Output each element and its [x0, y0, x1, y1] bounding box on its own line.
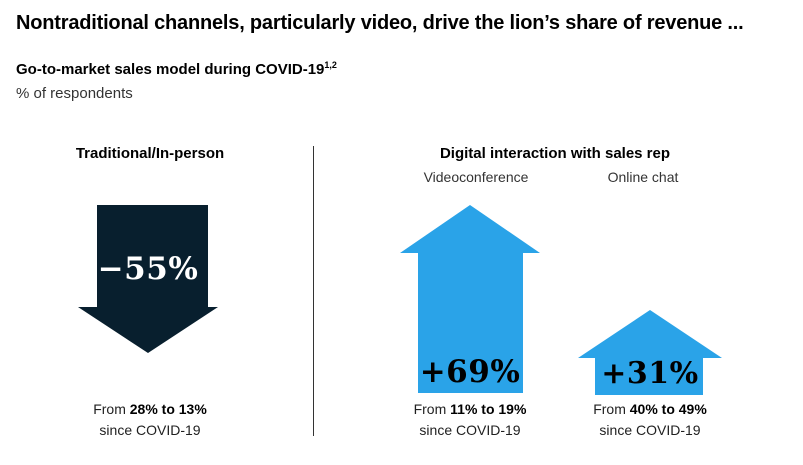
caption-videoconference: From 11% to 19% since COVID-19 — [370, 399, 570, 441]
caption-range-bold: 28% to 13% — [129, 401, 207, 417]
up-arrow-online-chat-shape — [578, 310, 722, 395]
value-label-online-chat: +31% — [601, 356, 699, 391]
caption-online-chat: From 40% to 49% since COVID-19 — [550, 399, 750, 441]
column-label-videoconference: Videoconference — [423, 169, 529, 185]
caption-prefix: From — [593, 401, 626, 417]
caption-range-bold: 11% to 19% — [450, 401, 527, 417]
up-arrow-videoconference-shape — [400, 205, 540, 393]
caption-since: since COVID-19 — [599, 422, 701, 438]
caption-prefix: From — [93, 401, 126, 417]
section-header-digital: Digital interaction with sales rep — [439, 145, 671, 162]
caption-prefix: From — [413, 401, 447, 417]
up-arrow-videoconference — [400, 205, 540, 393]
section-header-traditional: Traditional/In-person — [75, 145, 225, 162]
down-arrow-traditional — [78, 205, 218, 353]
value-label-traditional: −55% — [97, 251, 199, 287]
chart-subtitle-text: Go-to-market sales model during COVID-19 — [16, 61, 325, 78]
section-divider — [313, 146, 314, 436]
footnote-marker: 1,2 — [324, 60, 337, 70]
value-label-videoconference: +69% — [419, 354, 521, 390]
unit-label: % of respondents — [16, 85, 133, 102]
caption-traditional: From 28% to 13% since COVID-19 — [40, 399, 260, 441]
caption-range: From 28% to 13% — [40, 399, 260, 420]
column-label-online-chat: Online chat — [607, 169, 679, 185]
chart-subtitle: Go-to-market sales model during COVID-19… — [16, 60, 616, 78]
caption-range: From 11% to 19% — [370, 399, 570, 420]
caption-range: From 40% to 49% — [550, 399, 750, 420]
caption-since: since COVID-19 — [419, 422, 521, 438]
caption-since: since COVID-19 — [99, 422, 201, 438]
exhibit-title: Nontraditional channels, particularly vi… — [16, 12, 744, 34]
up-arrow-online-chat — [578, 310, 722, 395]
down-arrow-shape — [78, 205, 218, 353]
caption-range-bold: 40% to 49% — [629, 401, 707, 417]
